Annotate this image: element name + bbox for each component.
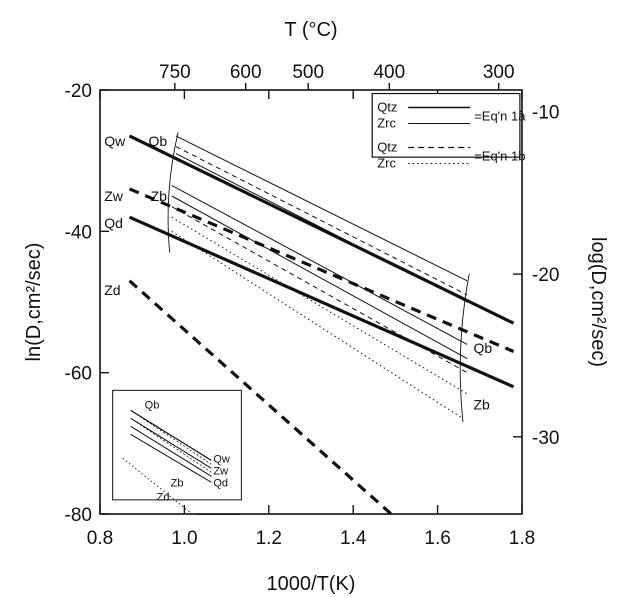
inset-line xyxy=(136,422,212,473)
legend-label: Qtz xyxy=(377,100,397,115)
top-tick-label: 400 xyxy=(373,62,405,83)
band-line-7 xyxy=(171,230,464,420)
legend-label: Qtz xyxy=(377,140,397,155)
top-tick-label: 500 xyxy=(292,62,324,83)
band-line-3 xyxy=(171,184,468,345)
inset-label-Zd: Zd xyxy=(157,491,170,503)
label-layer: 0.8 1.0 1.2 1.4 1.6 1.8 -20 -40 -60 -80 -10 -20 -30 7… xyxy=(23,19,609,595)
inset-label-Zw: Zw xyxy=(213,465,228,477)
series-Qd xyxy=(128,215,515,389)
x-tick-label: 1.2 xyxy=(256,528,282,549)
series-label-Qw: Qw xyxy=(104,133,126,149)
series-Zw xyxy=(128,187,515,353)
y-right-tick-label: -30 xyxy=(532,428,559,449)
series-label-Qd: Qd xyxy=(104,215,123,231)
y-axis-title: ln(D,cm²/sec) xyxy=(23,243,45,362)
legend-box xyxy=(371,92,521,158)
band-line-4 xyxy=(171,195,468,359)
inset-line xyxy=(136,414,212,465)
series-label-Zb: Zb xyxy=(473,396,490,412)
y-tick-label: -80 xyxy=(65,505,92,526)
legend-group-label: =Eq'n 1b xyxy=(474,149,525,164)
series-label-Zd: Zd xyxy=(104,282,120,298)
inset-label-Zb: Zb xyxy=(171,477,184,489)
legend-group-label: =Eq'n 1a xyxy=(474,109,526,124)
inset-line xyxy=(130,409,212,461)
inset-frame xyxy=(112,389,242,501)
x-tick-label: 0.8 xyxy=(87,528,113,549)
series-label-Zw: Zw xyxy=(104,188,124,204)
inset-line xyxy=(130,425,212,477)
y-right-tick-label: -10 xyxy=(532,102,559,123)
series-label-Zb: Zb xyxy=(151,188,168,204)
series-label-Qb: Qb xyxy=(473,340,492,356)
inset-line xyxy=(122,457,193,515)
y-right-axis-title: log(D,cm²/sec) xyxy=(587,237,609,367)
band-line-6 xyxy=(171,216,468,395)
x-tick-label: 1.0 xyxy=(171,528,197,549)
band-line-0 xyxy=(175,135,468,282)
series-layer xyxy=(122,132,515,516)
y-tick-label: -20 xyxy=(65,81,92,102)
x-axis-title: 1000/T(K) xyxy=(267,573,356,595)
series-label-Qb: Qb xyxy=(149,133,168,149)
top-tick-label: 300 xyxy=(483,62,515,83)
x-tick-label: 1.8 xyxy=(509,528,535,549)
inset-line xyxy=(130,417,212,469)
top-tick-label: 600 xyxy=(230,62,262,83)
inset-line xyxy=(130,433,212,483)
plot-layer xyxy=(99,83,523,515)
band-bracket-0 xyxy=(167,132,179,253)
plot-frame xyxy=(99,89,523,515)
series-Qw xyxy=(128,134,515,325)
legend-label: Zrc xyxy=(377,116,396,131)
x-tick-label: 1.4 xyxy=(340,528,367,549)
top-tick-label: 750 xyxy=(159,62,191,83)
legend-label: Zrc xyxy=(377,156,396,171)
band-bracket-1 xyxy=(459,273,470,423)
band-line-2 xyxy=(175,146,468,296)
inset-label-Qb: Qb xyxy=(145,399,160,411)
x-tick-label: 1.6 xyxy=(424,528,450,549)
y-tick-label: -40 xyxy=(65,222,92,243)
inset-label-Qd: Qd xyxy=(213,477,228,489)
y-right-tick-label: -20 xyxy=(532,265,559,286)
series-Zd xyxy=(128,279,393,516)
y-tick-label: -60 xyxy=(65,364,92,385)
inset-label-Qw: Qw xyxy=(213,453,230,465)
top-axis-title: T (°C) xyxy=(284,19,337,41)
